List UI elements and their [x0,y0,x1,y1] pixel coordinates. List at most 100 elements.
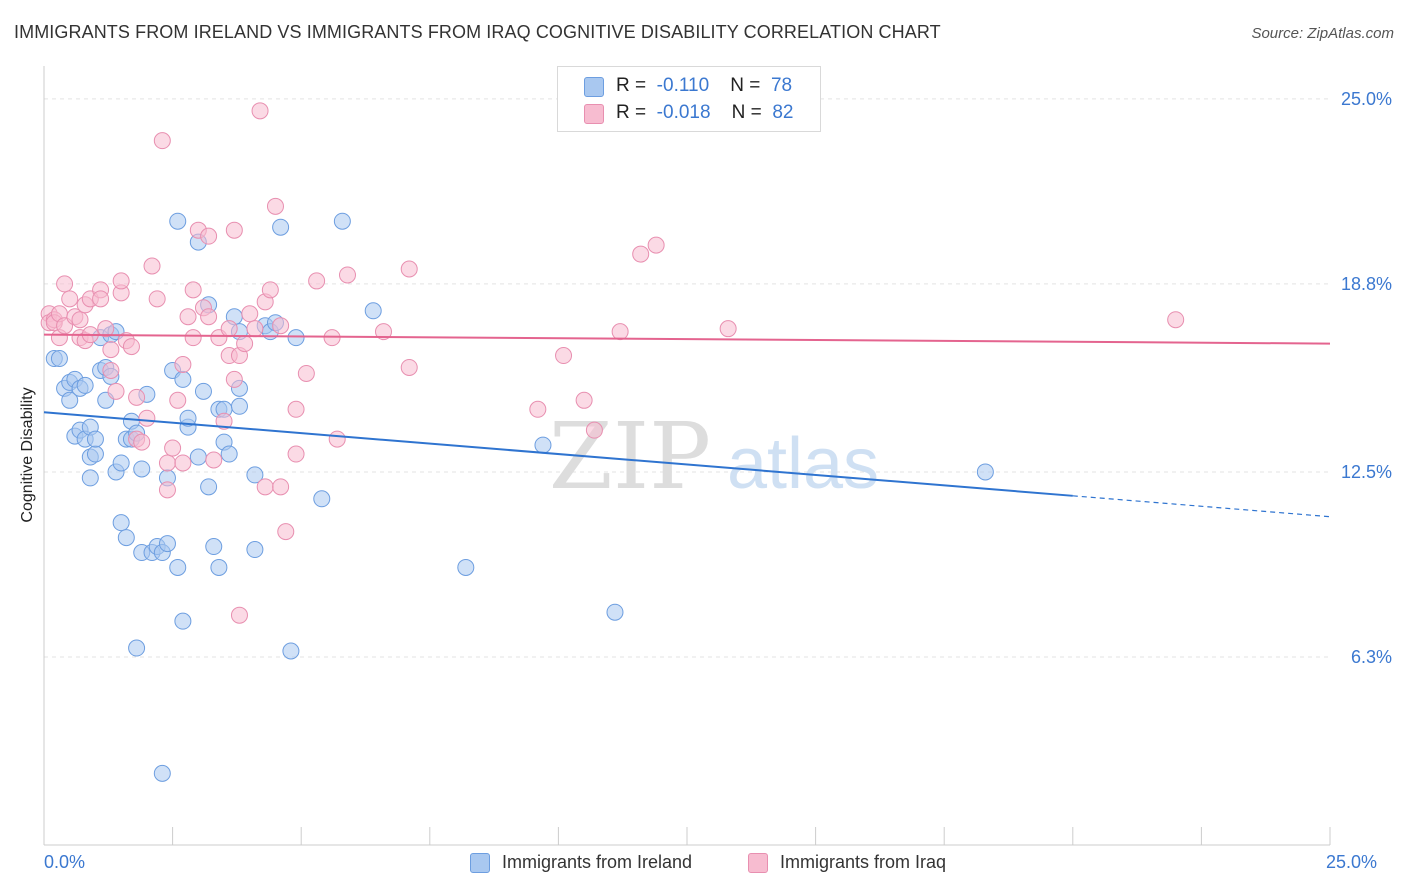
ireland-point [174,612,192,630]
ireland-point [246,466,264,484]
iraq-point [246,320,264,338]
x-tick-label-max: 25.0% [1326,852,1378,872]
iraq-point [169,391,187,409]
iraq-point [102,361,120,379]
iraq-point [719,320,737,338]
iraq-point [225,221,243,239]
iraq-point [375,323,393,341]
iraq-point [148,290,166,308]
watermark-zip: ZIP [549,403,711,510]
iraq-point [179,308,197,326]
ireland-point [169,212,187,230]
iraq-point [647,236,665,254]
iraq-point [400,260,418,278]
iraq-point [97,320,115,338]
legend-label-iraq: Immigrants from Iraq [780,852,947,872]
iraq-point [200,308,218,326]
r-value: -0.018 [656,102,711,123]
iraq-point [184,329,202,347]
iraq-point [220,320,238,338]
iraq-point [205,451,223,469]
iraq-point [174,454,192,472]
iraq-point [138,409,156,427]
chart-title: IMMIGRANTS FROM IRELAND VS IMMIGRANTS FR… [14,22,941,42]
iraq-point [297,364,315,382]
source-label: Source: ZipAtlas.com [1251,25,1394,42]
ireland-point [61,391,79,409]
y-tick-label: 6.3% [1351,647,1392,667]
ireland-point [86,430,104,448]
iraq-point [328,430,346,448]
iraq-point [133,433,151,451]
ireland-point [112,454,130,472]
iraq-point [256,478,274,496]
ireland-point [272,218,290,236]
iraq-point [158,454,176,472]
iraq-point [102,341,120,359]
ireland-point [534,436,552,454]
iraq-point [575,391,593,409]
ireland-swatch [584,77,604,97]
iraq-point [92,290,110,308]
ireland-point [333,212,351,230]
iraq-point [632,245,650,263]
ireland-point [205,538,223,556]
points-layer [40,102,1185,782]
watermark: ZIP atlas [549,403,879,510]
ireland-point [230,397,248,415]
ireland-point [112,514,130,532]
ireland-point [313,490,331,508]
ireland-point [169,558,187,576]
ireland-point [76,376,94,394]
ireland-point [282,642,300,660]
iraq-point [400,358,418,376]
n-value: 78 [770,75,793,96]
r-label: R = [616,75,647,96]
x-tick-label-min: 0.0% [44,852,86,872]
iraq-point [56,275,74,293]
r-value: -0.110 [656,75,710,96]
ireland-point [133,460,151,478]
ireland-point [86,445,104,463]
ireland-point [246,541,264,559]
y-tick-label: 18.8% [1341,274,1392,294]
stats-text-iraq: R = -0.018 N = 82 [616,102,793,124]
ireland-swatch [470,853,490,873]
ireland-point [153,764,171,782]
iraq-point [128,388,146,406]
iraq-point [277,523,295,541]
ireland-point [81,469,99,487]
y-tick-label: 25.0% [1341,89,1392,109]
ireland-point [50,350,68,368]
n-value: 82 [772,102,794,123]
iraq-trend-line [43,333,1331,345]
ireland-point [128,639,146,657]
ireland-point [220,445,238,463]
iraq-point [272,478,290,496]
ireland-point [606,603,624,621]
iraq-point [107,382,125,400]
ireland-point [117,529,135,547]
iraq-point [143,257,161,275]
ireland-point [194,382,212,400]
stats-legend: R = -0.110 N = 78 R = -0.018 N = 82 [557,66,821,132]
ireland-point [210,558,228,576]
iraq-point [61,290,79,308]
iraq-swatch [748,853,768,873]
iraq-point [158,481,176,499]
y-tick-labels: 6.3% 12.5% 18.8% 25.0% [1341,89,1392,667]
iraq-point [261,281,279,299]
ireland-point [158,535,176,553]
iraq-point [308,272,326,290]
iraq-point [241,305,259,323]
stats-text-ireland: R = -0.110 N = 78 [616,75,792,97]
iraq-point [287,400,305,418]
ireland-point [174,370,192,388]
iraq-point [164,439,182,457]
ireland-point [287,329,305,347]
iraq-point [236,335,254,353]
iraq-point [287,445,305,463]
iraq-point [338,266,356,284]
y-tick-label: 12.5% [1341,462,1392,482]
